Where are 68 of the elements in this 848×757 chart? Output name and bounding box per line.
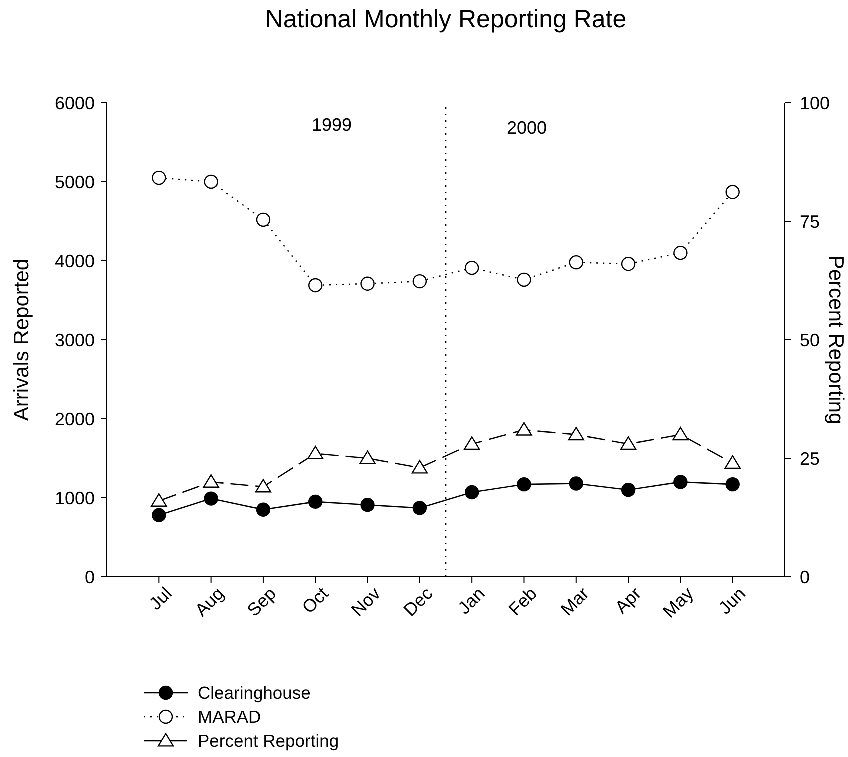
x-tick-label: Feb <box>504 584 541 620</box>
point <box>151 493 168 507</box>
point <box>360 498 375 512</box>
chart-title: National Monthly Reporting Rate <box>265 6 627 34</box>
point <box>204 174 218 190</box>
x-tick-label: Sep <box>243 584 280 620</box>
point <box>360 276 375 292</box>
point <box>256 212 271 228</box>
point <box>308 494 323 510</box>
point <box>726 477 740 492</box>
point <box>568 427 584 441</box>
y-tick-label: 4000 <box>54 251 95 272</box>
point <box>726 185 740 200</box>
y2-tick-label: 0 <box>800 567 810 588</box>
point <box>256 502 271 517</box>
legend-label: Clearinghouse <box>198 682 311 704</box>
point <box>203 474 220 488</box>
y2-axis-title: Percent Reporting <box>824 255 848 425</box>
y-tick-label: 0 <box>84 567 95 588</box>
point <box>152 170 166 186</box>
x-tick-label: Nov <box>348 584 385 620</box>
legend-label: Percent Reporting <box>198 730 340 752</box>
point <box>569 255 584 270</box>
point <box>152 508 166 522</box>
x-tick-label: Jan <box>454 584 489 618</box>
point <box>517 272 532 288</box>
y-tick-label: 3000 <box>54 330 95 350</box>
x-tick-label: Mar <box>557 584 594 620</box>
point <box>672 427 689 441</box>
x-tick-label: Oct <box>298 584 332 618</box>
y-tick-label: 5000 <box>54 172 95 192</box>
y2-tick-label: 25 <box>800 448 820 469</box>
y2-tick-label: 100 <box>800 93 830 114</box>
x-tick-label: Aug <box>191 584 228 620</box>
point <box>464 485 480 500</box>
point <box>569 476 584 491</box>
point <box>674 475 688 490</box>
point <box>308 278 323 293</box>
y-tick-label: 6000 <box>54 93 95 114</box>
y2-tick-label: 75 <box>800 212 820 232</box>
point <box>255 479 272 493</box>
x-tick-label: Jul <box>145 584 176 614</box>
point <box>464 436 480 450</box>
y-tick-label: 2000 <box>54 409 95 430</box>
y-tick-label: 1000 <box>54 488 95 508</box>
point <box>204 492 218 506</box>
x-tick-label: Dec <box>400 584 437 620</box>
point <box>516 422 532 436</box>
x-tick-label: Apr <box>611 584 646 618</box>
annotation: 1999 <box>312 115 352 135</box>
point <box>621 257 636 272</box>
point <box>621 483 636 498</box>
point <box>308 446 324 460</box>
point <box>724 455 741 470</box>
point <box>620 436 637 450</box>
x-tick-label: Jun <box>714 584 750 618</box>
point <box>360 450 376 464</box>
point <box>412 501 428 516</box>
point <box>412 460 428 474</box>
legend-label: MARAD <box>198 706 262 728</box>
point <box>412 274 428 289</box>
annotation: 2000 <box>506 118 548 138</box>
y-axis-title: Arrivals Reported <box>10 258 34 422</box>
point <box>464 261 480 276</box>
y2-tick-label: 50 <box>800 330 820 350</box>
x-tick-label: May <box>659 584 698 622</box>
point <box>517 477 532 492</box>
point <box>674 246 688 260</box>
